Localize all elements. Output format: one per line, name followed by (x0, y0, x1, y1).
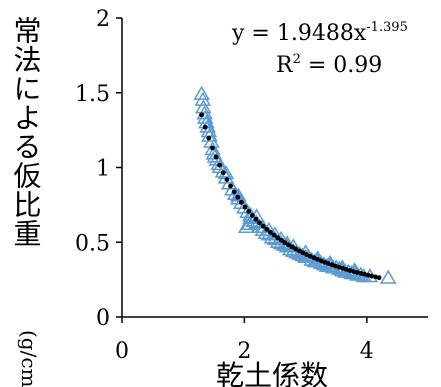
trendline-dot (217, 162, 223, 168)
trendline-dot (202, 124, 208, 130)
x-axis-label: 乾土係数 (216, 359, 328, 387)
trendline-dot (311, 255, 317, 261)
data-point (379, 269, 397, 284)
trendline-dot (286, 242, 291, 248)
trendline-dot (322, 259, 328, 265)
data-points (193, 85, 397, 284)
data-point (194, 91, 212, 106)
trendline-dot (344, 267, 349, 272)
trendline-dot (264, 226, 270, 232)
trendline-dot (289, 244, 295, 250)
trendline-dot (242, 204, 248, 210)
trendline-equation: y = 1.9488x-1.395 (231, 20, 408, 46)
trendline-dot (373, 274, 378, 280)
trendline-dot (300, 250, 306, 256)
trendline-dot (347, 268, 353, 273)
x-ticks: 0 2 4 (115, 317, 374, 364)
trendline-dot (325, 261, 331, 266)
trendline-dot (239, 199, 244, 205)
trendline-dot (278, 237, 284, 243)
trendline-dot (296, 248, 302, 254)
trendline-dot (257, 220, 262, 226)
data-point (195, 99, 212, 114)
trendline-dot (369, 273, 375, 279)
trendline-dot (318, 258, 324, 264)
trendline-dot (329, 262, 335, 268)
r-squared: R2 = 0.99 (276, 52, 382, 78)
trendline-dot (293, 246, 299, 252)
y-tick-label: 2 (96, 7, 110, 32)
data-point (201, 127, 218, 142)
y-ticks: 0 0.5 1 1.5 2 (75, 7, 122, 331)
data-point (242, 209, 259, 224)
trendline-dot (271, 232, 277, 238)
trendline-dot (362, 271, 367, 277)
trendline-dot (260, 223, 266, 229)
trendline-dot (213, 154, 219, 160)
trendline-dot (304, 252, 309, 257)
trendline-dot (246, 208, 252, 214)
x-tick-label: 4 (360, 339, 374, 364)
trendline-dot (307, 253, 313, 259)
trendline-dot (228, 183, 233, 189)
y-tick-label: 0.5 (75, 231, 110, 256)
trendline-dot (376, 275, 382, 281)
data-point (193, 85, 210, 100)
trendline-dot (199, 112, 204, 118)
trendline-dot (220, 170, 226, 176)
trendline-dot (224, 177, 230, 183)
y-tick-label: 0 (96, 306, 110, 331)
y-tick-label: 1 (96, 157, 110, 182)
trendline-dot (351, 269, 357, 274)
trendline-dot (210, 145, 215, 151)
trendline-dot (253, 216, 259, 222)
trendline-dot (333, 263, 338, 269)
trendline-dot (340, 265, 346, 271)
trendline-dot (249, 213, 255, 218)
trendline-dot (206, 135, 212, 141)
trendline-dot (315, 256, 320, 262)
trendline-dot (365, 272, 371, 278)
x-tick-label: 0 (115, 339, 129, 364)
trendline-dot (231, 189, 237, 195)
trendline-dot (235, 194, 241, 200)
y-axis-label: 常法による仮比重 (10, 16, 43, 248)
trendline-dot (354, 270, 360, 275)
trendline-dot (358, 271, 364, 276)
trendline-dot (282, 240, 288, 246)
data-point (229, 187, 247, 202)
trendline-dot (336, 264, 342, 270)
trendline-dot (267, 229, 273, 235)
y-tick-label: 1.5 (75, 82, 110, 107)
power-trendline (199, 112, 382, 281)
trendline-dot (275, 235, 281, 241)
data-point (254, 218, 272, 233)
x-tick-label: 2 (237, 339, 251, 364)
y-axis-unit-label: (g/cm³) (17, 330, 41, 387)
